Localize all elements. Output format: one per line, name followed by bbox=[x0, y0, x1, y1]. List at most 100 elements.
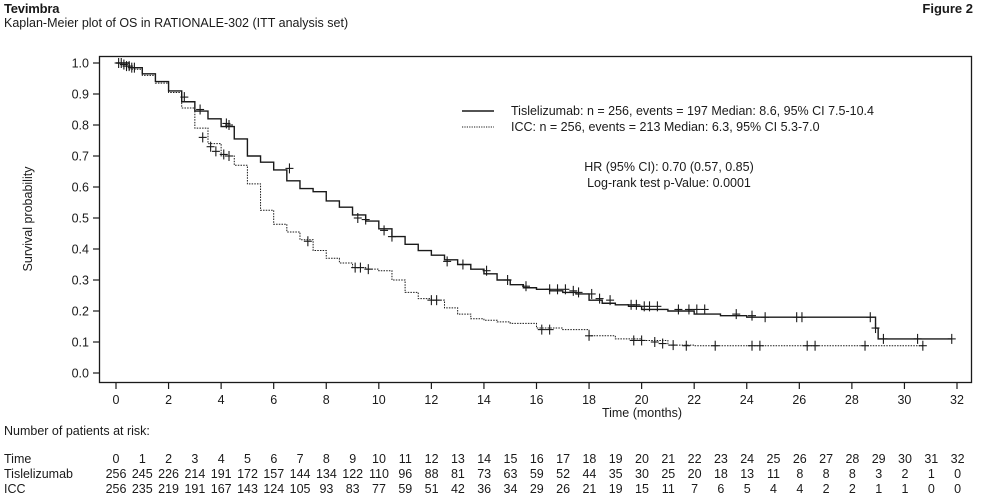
risk-time-cell: 11 bbox=[398, 452, 412, 466]
y-axis: 0.0 0.1 0.2 0.3 0.4 0.5 0.6 0.7 0.8 0.9 1.0 bbox=[72, 57, 100, 381]
y-tick-label: 0.1 bbox=[72, 336, 89, 350]
risk-cell-tislelizumab: 245 bbox=[131, 467, 153, 481]
risk-cell-tislelizumab: 30 bbox=[635, 467, 649, 481]
risk-cell-tislelizumab: 122 bbox=[342, 467, 364, 481]
y-tick-label: 0.8 bbox=[72, 119, 89, 133]
x-tick-label: 8 bbox=[323, 393, 330, 407]
risk-cell-icc: 77 bbox=[372, 482, 386, 496]
risk-cell-icc: 5 bbox=[743, 482, 751, 496]
x-tick-label: 26 bbox=[792, 393, 806, 407]
x-tick-label: 0 bbox=[113, 393, 120, 407]
risk-cell-icc: 59 bbox=[398, 482, 413, 496]
risk-cell-icc: 51 bbox=[424, 482, 439, 496]
risk-time-cell: 29 bbox=[871, 452, 886, 466]
risk-cell-tislelizumab: 88 bbox=[424, 467, 439, 481]
risk-cell-icc: 0 bbox=[927, 482, 935, 496]
risk-time-cell: 9 bbox=[349, 452, 357, 466]
plot-frame bbox=[98, 55, 973, 384]
risk-cell-tislelizumab: 134 bbox=[315, 467, 337, 481]
risk-cell-tislelizumab: 8 bbox=[796, 467, 804, 481]
risk-cell-tislelizumab: 226 bbox=[158, 467, 180, 481]
risk-cell-icc: 1 bbox=[875, 482, 883, 496]
risk-cell-tislelizumab: 52 bbox=[556, 467, 571, 481]
x-tick-label: 22 bbox=[687, 393, 701, 407]
hazard-ratio-annotation: HR (95% CI): 0.70 (0.57, 0.85) bbox=[584, 160, 754, 174]
risk-cell-icc: 15 bbox=[635, 482, 649, 496]
y-tick-label: 0.4 bbox=[72, 243, 89, 257]
risk-cell-tislelizumab: 25 bbox=[661, 467, 676, 481]
risk-cell-icc: 143 bbox=[237, 482, 258, 496]
risk-cell-tislelizumab: 8 bbox=[822, 467, 830, 481]
legend: Tislelizumab: n = 256, events = 197 Medi… bbox=[462, 104, 874, 134]
risk-time-cell: 21 bbox=[661, 452, 676, 466]
risk-cell-tislelizumab: 13 bbox=[740, 467, 755, 481]
y-tick-label: 0.5 bbox=[72, 212, 89, 226]
x-tick-label: 14 bbox=[477, 393, 491, 407]
risk-cell-tislelizumab: 20 bbox=[687, 467, 702, 481]
risk-row-label-icc: ICC bbox=[4, 482, 26, 496]
risk-cell-icc: 42 bbox=[450, 482, 465, 496]
risk-cell-icc: 167 bbox=[210, 482, 232, 496]
y-tick-label: 0.7 bbox=[72, 150, 89, 164]
risk-cell-tislelizumab: 59 bbox=[529, 467, 544, 481]
x-tick-label: 30 bbox=[897, 393, 911, 407]
risk-cell-icc: 21 bbox=[582, 482, 597, 496]
risk-row-label-tislelizumab: Tislelizumab bbox=[4, 467, 74, 481]
risk-time-cell: 32 bbox=[950, 452, 965, 466]
risk-time-cell: 22 bbox=[687, 452, 702, 466]
risk-cell-tislelizumab: 191 bbox=[210, 467, 232, 481]
risk-cell-icc: 1 bbox=[901, 482, 909, 496]
risk-cell-icc: 256 bbox=[105, 482, 127, 496]
y-tick-label: 0.6 bbox=[72, 181, 89, 195]
risk-time-cell: 17 bbox=[556, 452, 571, 466]
risk-cell-tislelizumab: 96 bbox=[398, 467, 413, 481]
risk-cell-icc: 191 bbox=[184, 482, 206, 496]
risk-time-cell: 20 bbox=[635, 452, 649, 466]
risk-time-cell: 24 bbox=[740, 452, 755, 466]
risk-cell-tislelizumab: 44 bbox=[582, 467, 597, 481]
brand-name: Tevimbra bbox=[4, 1, 60, 16]
y-tick-label: 0.3 bbox=[72, 274, 89, 288]
x-tick-label: 2 bbox=[165, 393, 172, 407]
risk-time-cell: 31 bbox=[924, 452, 939, 466]
risk-time-cell: 14 bbox=[477, 452, 492, 466]
risk-cell-tislelizumab: 144 bbox=[289, 467, 311, 481]
risk-time-cell: 0 bbox=[112, 452, 120, 466]
risk-cell-icc: 124 bbox=[263, 482, 285, 496]
risk-time-cell: 23 bbox=[713, 452, 728, 466]
risk-time-cell: 19 bbox=[608, 452, 623, 466]
risk-time-cell: 7 bbox=[296, 452, 304, 466]
risk-cell-tislelizumab: 63 bbox=[503, 467, 518, 481]
chart-title: Kaplan-Meier plot of OS in RATIONALE-302… bbox=[4, 16, 349, 30]
risk-time-cell: 13 bbox=[450, 452, 465, 466]
risk-time-cell: 2 bbox=[165, 452, 173, 466]
y-tick-label: 0.9 bbox=[72, 88, 89, 102]
risk-cell-tislelizumab: 1 bbox=[927, 467, 935, 481]
risk-cell-tislelizumab: 0 bbox=[954, 467, 962, 481]
risk-cell-icc: 4 bbox=[796, 482, 804, 496]
figure-label: Figure 2 bbox=[922, 1, 973, 16]
risk-cell-tislelizumab: 172 bbox=[237, 467, 258, 481]
risk-cell-icc: 219 bbox=[158, 482, 180, 496]
y-tick-label: 0.2 bbox=[72, 305, 89, 319]
risk-cell-icc: 4 bbox=[770, 482, 777, 496]
risk-time-cell: 15 bbox=[503, 452, 518, 466]
x-tick-label: 32 bbox=[950, 393, 964, 407]
risk-time-cell: 26 bbox=[792, 452, 807, 466]
risk-cell-icc: 34 bbox=[503, 482, 518, 496]
risk-time-cell: 18 bbox=[582, 452, 597, 466]
x-tick-label: 4 bbox=[218, 393, 225, 407]
risk-time-label: Time bbox=[4, 452, 32, 466]
risk-table-title: Number of patients at risk: bbox=[4, 424, 150, 438]
risk-cell-tislelizumab: 18 bbox=[713, 467, 728, 481]
risk-time-cell: 3 bbox=[191, 452, 199, 466]
x-tick-label: 18 bbox=[582, 393, 596, 407]
risk-time-cell: 8 bbox=[322, 452, 330, 466]
risk-cell-icc: 2 bbox=[848, 482, 856, 496]
x-tick-label: 24 bbox=[740, 393, 754, 407]
risk-cell-tislelizumab: 2 bbox=[901, 467, 909, 481]
risk-cell-icc: 11 bbox=[661, 482, 675, 496]
survival-curves bbox=[114, 58, 956, 351]
risk-cell-tislelizumab: 110 bbox=[369, 467, 389, 481]
